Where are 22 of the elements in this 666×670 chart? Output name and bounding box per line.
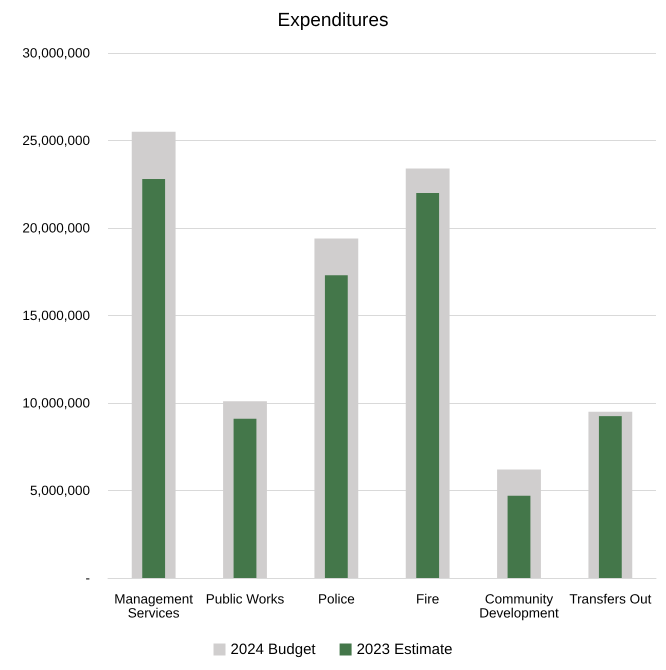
y-tick-label: 10,000,000 bbox=[22, 396, 90, 410]
x-tick-label: Fire bbox=[416, 592, 440, 606]
x-tick-label: Public Works bbox=[206, 592, 285, 606]
legend-label: 2023 Estimate bbox=[356, 641, 452, 658]
y-tick-label: 20,000,000 bbox=[22, 220, 90, 236]
bar bbox=[416, 193, 440, 578]
x-tick-label: Community Development bbox=[479, 592, 560, 620]
y-tick-label: - bbox=[86, 570, 90, 586]
bar bbox=[508, 496, 530, 578]
bar bbox=[324, 275, 348, 578]
y-tick-label: 15,000,000 bbox=[22, 308, 90, 323]
chart-title: Expenditures bbox=[278, 10, 388, 31]
bar bbox=[142, 179, 166, 578]
y-tick-label: 30,000,000 bbox=[22, 46, 90, 60]
x-tick-label: Police bbox=[318, 592, 355, 606]
y-tick-label: 25,000,000 bbox=[22, 133, 90, 148]
x-tick-label: Transfers Out bbox=[569, 592, 652, 606]
x-tick-label: Management Services bbox=[114, 592, 194, 620]
legend-label: 2024 Budget bbox=[230, 641, 316, 658]
bar bbox=[598, 416, 622, 578]
bar bbox=[234, 418, 256, 578]
y-tick-label: 5,000,000 bbox=[30, 483, 90, 498]
